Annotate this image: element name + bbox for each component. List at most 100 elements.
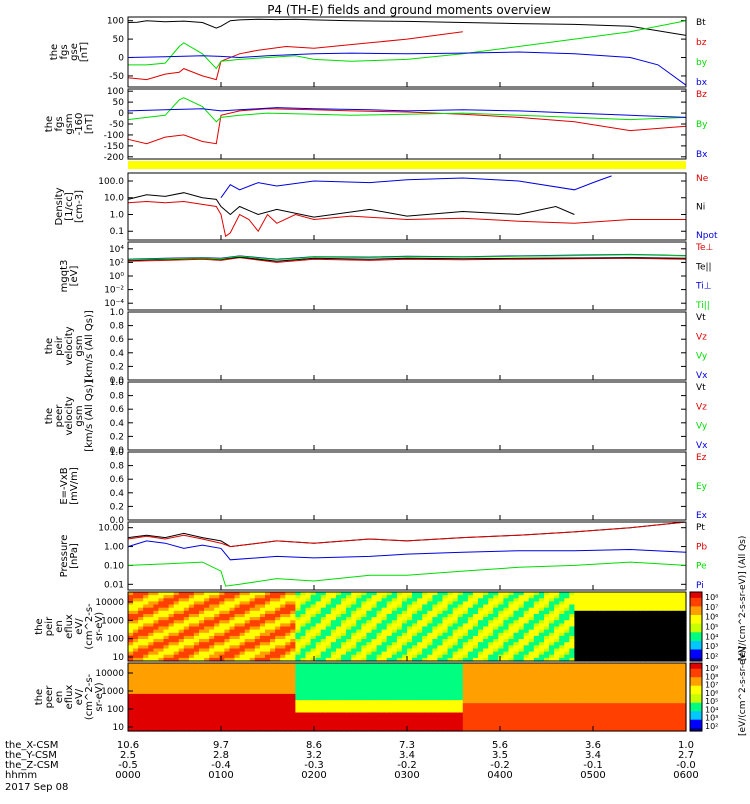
heatmap-cell	[392, 639, 398, 643]
heatmap-cell	[529, 611, 535, 615]
heatmap-cell	[422, 655, 428, 659]
heatmap-cell	[432, 611, 438, 615]
heatmap-cell	[448, 645, 454, 649]
heatmap-cell	[377, 605, 383, 609]
heatmap-cell	[473, 639, 479, 643]
heatmap-cell	[148, 655, 154, 659]
legend-label-Vt: Vt	[696, 383, 706, 393]
heatmap-cell	[519, 611, 525, 615]
heatmap-cell	[184, 655, 190, 659]
heatmap-cell	[427, 655, 433, 659]
heatmap-cell	[189, 630, 195, 634]
heatmap-cell	[448, 620, 454, 624]
heatmap-cell	[174, 630, 180, 634]
heatmap-cell	[158, 645, 164, 649]
heatmap-cell	[392, 611, 398, 615]
heatmap-cell	[605, 611, 611, 615]
panel-frame	[128, 173, 686, 240]
heatmap-cell	[397, 620, 403, 624]
heatmap-cell	[493, 620, 499, 624]
heatmap-cell	[214, 655, 220, 659]
legend-label-Te⊥: Te⊥	[695, 243, 714, 253]
heatmap-cell	[255, 611, 261, 615]
heatmap-cell	[458, 620, 464, 624]
heatmap-cell	[605, 620, 611, 624]
heatmap-cell	[605, 639, 611, 643]
heatmap-cell	[316, 645, 322, 649]
colorbar-tick-label: 10⁴	[705, 632, 718, 641]
heatmap-cell	[534, 645, 540, 649]
heatmap-cell	[235, 630, 241, 634]
y-tick-label: 10.0	[104, 194, 124, 204]
heatmap-cell	[265, 655, 271, 659]
heatmap-cell	[661, 639, 667, 643]
heatmap-cell	[671, 655, 677, 659]
heatmap-cell	[326, 655, 332, 659]
heatmap-cell	[356, 655, 362, 659]
heatmap-cell	[164, 605, 170, 609]
heatmap-cell	[138, 639, 144, 643]
heatmap-cell	[148, 639, 154, 643]
heatmap-cell	[219, 655, 225, 659]
heatmap-cell	[630, 611, 636, 615]
heatmap-cell	[645, 655, 651, 659]
heatmap-cell	[153, 639, 159, 643]
heatmap-cell	[600, 639, 606, 643]
heatmap-cell	[488, 611, 494, 615]
heatmap-cell	[458, 605, 464, 609]
heatmap-cell	[382, 611, 388, 615]
heatmap-cell	[620, 639, 626, 643]
y-tick-label: 0.6	[110, 335, 125, 345]
heatmap-cell	[615, 611, 621, 615]
y-tick-label: 0	[118, 109, 124, 119]
y-axis-label: sr-eV)	[94, 612, 105, 641]
heatmap-cell	[209, 645, 215, 649]
heatmap-cell	[610, 639, 616, 643]
heatmap-cell	[346, 645, 352, 649]
heatmap-cell	[640, 595, 646, 599]
heatmap-cell	[158, 630, 164, 634]
heatmap-cell	[676, 595, 682, 599]
heatmap-cell	[382, 620, 388, 624]
heatmap-cell	[478, 595, 484, 599]
heatmap-cell	[564, 611, 570, 615]
heatmap-cell	[295, 655, 301, 659]
heatmap-cell	[199, 605, 205, 609]
heatmap-cell	[661, 645, 667, 649]
colorbar-tick-label: 10²	[705, 652, 718, 661]
y-tick-label: 0.8	[110, 392, 125, 402]
heatmap-cell	[169, 605, 175, 609]
heatmap-cell	[387, 611, 393, 615]
heatmap-cell	[230, 630, 236, 634]
heatmap-cell	[580, 611, 586, 615]
heatmap-cell	[524, 655, 530, 659]
heatmap-cell	[635, 605, 641, 609]
heatmap-cell	[463, 630, 469, 634]
heatmap-cell	[366, 645, 372, 649]
heatmap-cell	[427, 620, 433, 624]
heatmap-cell	[295, 645, 301, 649]
heatmap-cell	[488, 620, 494, 624]
heatmap-cell	[585, 595, 591, 599]
heatmap-cell	[417, 605, 423, 609]
heatmap-cell	[184, 639, 190, 643]
heatmap-cell	[407, 655, 413, 659]
heatmap-cell	[290, 620, 296, 624]
heatmap-cell	[336, 630, 342, 634]
heatmap-cell	[341, 630, 347, 634]
heatmap-cell	[529, 605, 535, 609]
heatmap-cell	[478, 655, 484, 659]
heatmap-cell	[417, 611, 423, 615]
heatmap-cell	[280, 630, 286, 634]
heatmap-cell	[341, 595, 347, 599]
heatmap-cell	[519, 645, 525, 649]
y-tick-label: 10	[113, 653, 125, 663]
heatmap-cell	[615, 605, 621, 609]
heatmap-cell	[295, 611, 301, 615]
heatmap-cell	[392, 620, 398, 624]
heatmap-cell	[432, 620, 438, 624]
y-axis-label: [km/s (All Qs)]	[84, 310, 95, 382]
heatmap-cell	[214, 630, 220, 634]
y-tick-label: -100	[104, 131, 125, 141]
